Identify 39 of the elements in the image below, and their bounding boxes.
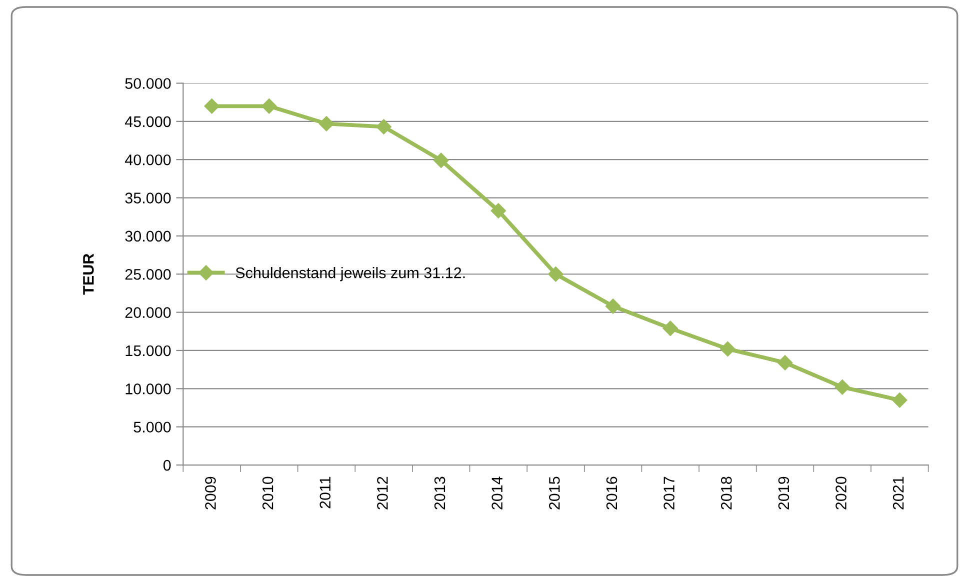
legend-label: Schuldenstand jeweils zum 31.12. [236, 267, 465, 282]
point [662, 320, 678, 336]
y-tick-label: 40.000 [124, 154, 171, 166]
x-tick-label: 2012 [377, 476, 388, 510]
point [892, 392, 908, 408]
y-tick-label: 35.000 [125, 192, 171, 204]
y-tick-label: 5.000 [134, 422, 171, 433]
point [548, 266, 564, 282]
x-tick-label: 2016 [606, 476, 618, 510]
y-tick-label: 10.000 [126, 384, 171, 394]
point [777, 355, 793, 370]
point [720, 341, 736, 357]
point [376, 119, 392, 134]
y-axis-title: TEUR [83, 254, 94, 295]
point [262, 98, 277, 114]
point [204, 98, 220, 114]
y-tick-label: 0 [163, 460, 171, 471]
x-tick-label: 2015 [549, 476, 560, 510]
y-tick-label: 25.000 [125, 268, 171, 280]
x-tick-label: 2019 [778, 476, 790, 510]
x-tick-label: 2018 [720, 476, 732, 510]
x-tick-label: 2021 [892, 476, 904, 510]
y-tick-label: 30.000 [125, 230, 171, 242]
x-tick-label: 2020 [836, 476, 846, 510]
point [318, 116, 334, 132]
point [490, 203, 506, 218]
x-tick-label: 2013 [434, 476, 446, 510]
x-tick-label: 2011 [320, 476, 331, 508]
point [834, 380, 850, 395]
y-tick-label: 45.000 [124, 116, 171, 128]
y-tick-label: 50.000 [125, 78, 171, 89]
x-tick-label: 2014 [492, 476, 503, 510]
point [605, 298, 621, 314]
point [434, 152, 449, 168]
x-tick-label: 2010 [262, 476, 274, 510]
x-tick-label: 2017 [664, 476, 674, 510]
y-tick-label: 20.000 [125, 307, 171, 318]
y-tick-label: 15.000 [126, 345, 171, 356]
x-tick-label: 2009 [205, 476, 216, 510]
